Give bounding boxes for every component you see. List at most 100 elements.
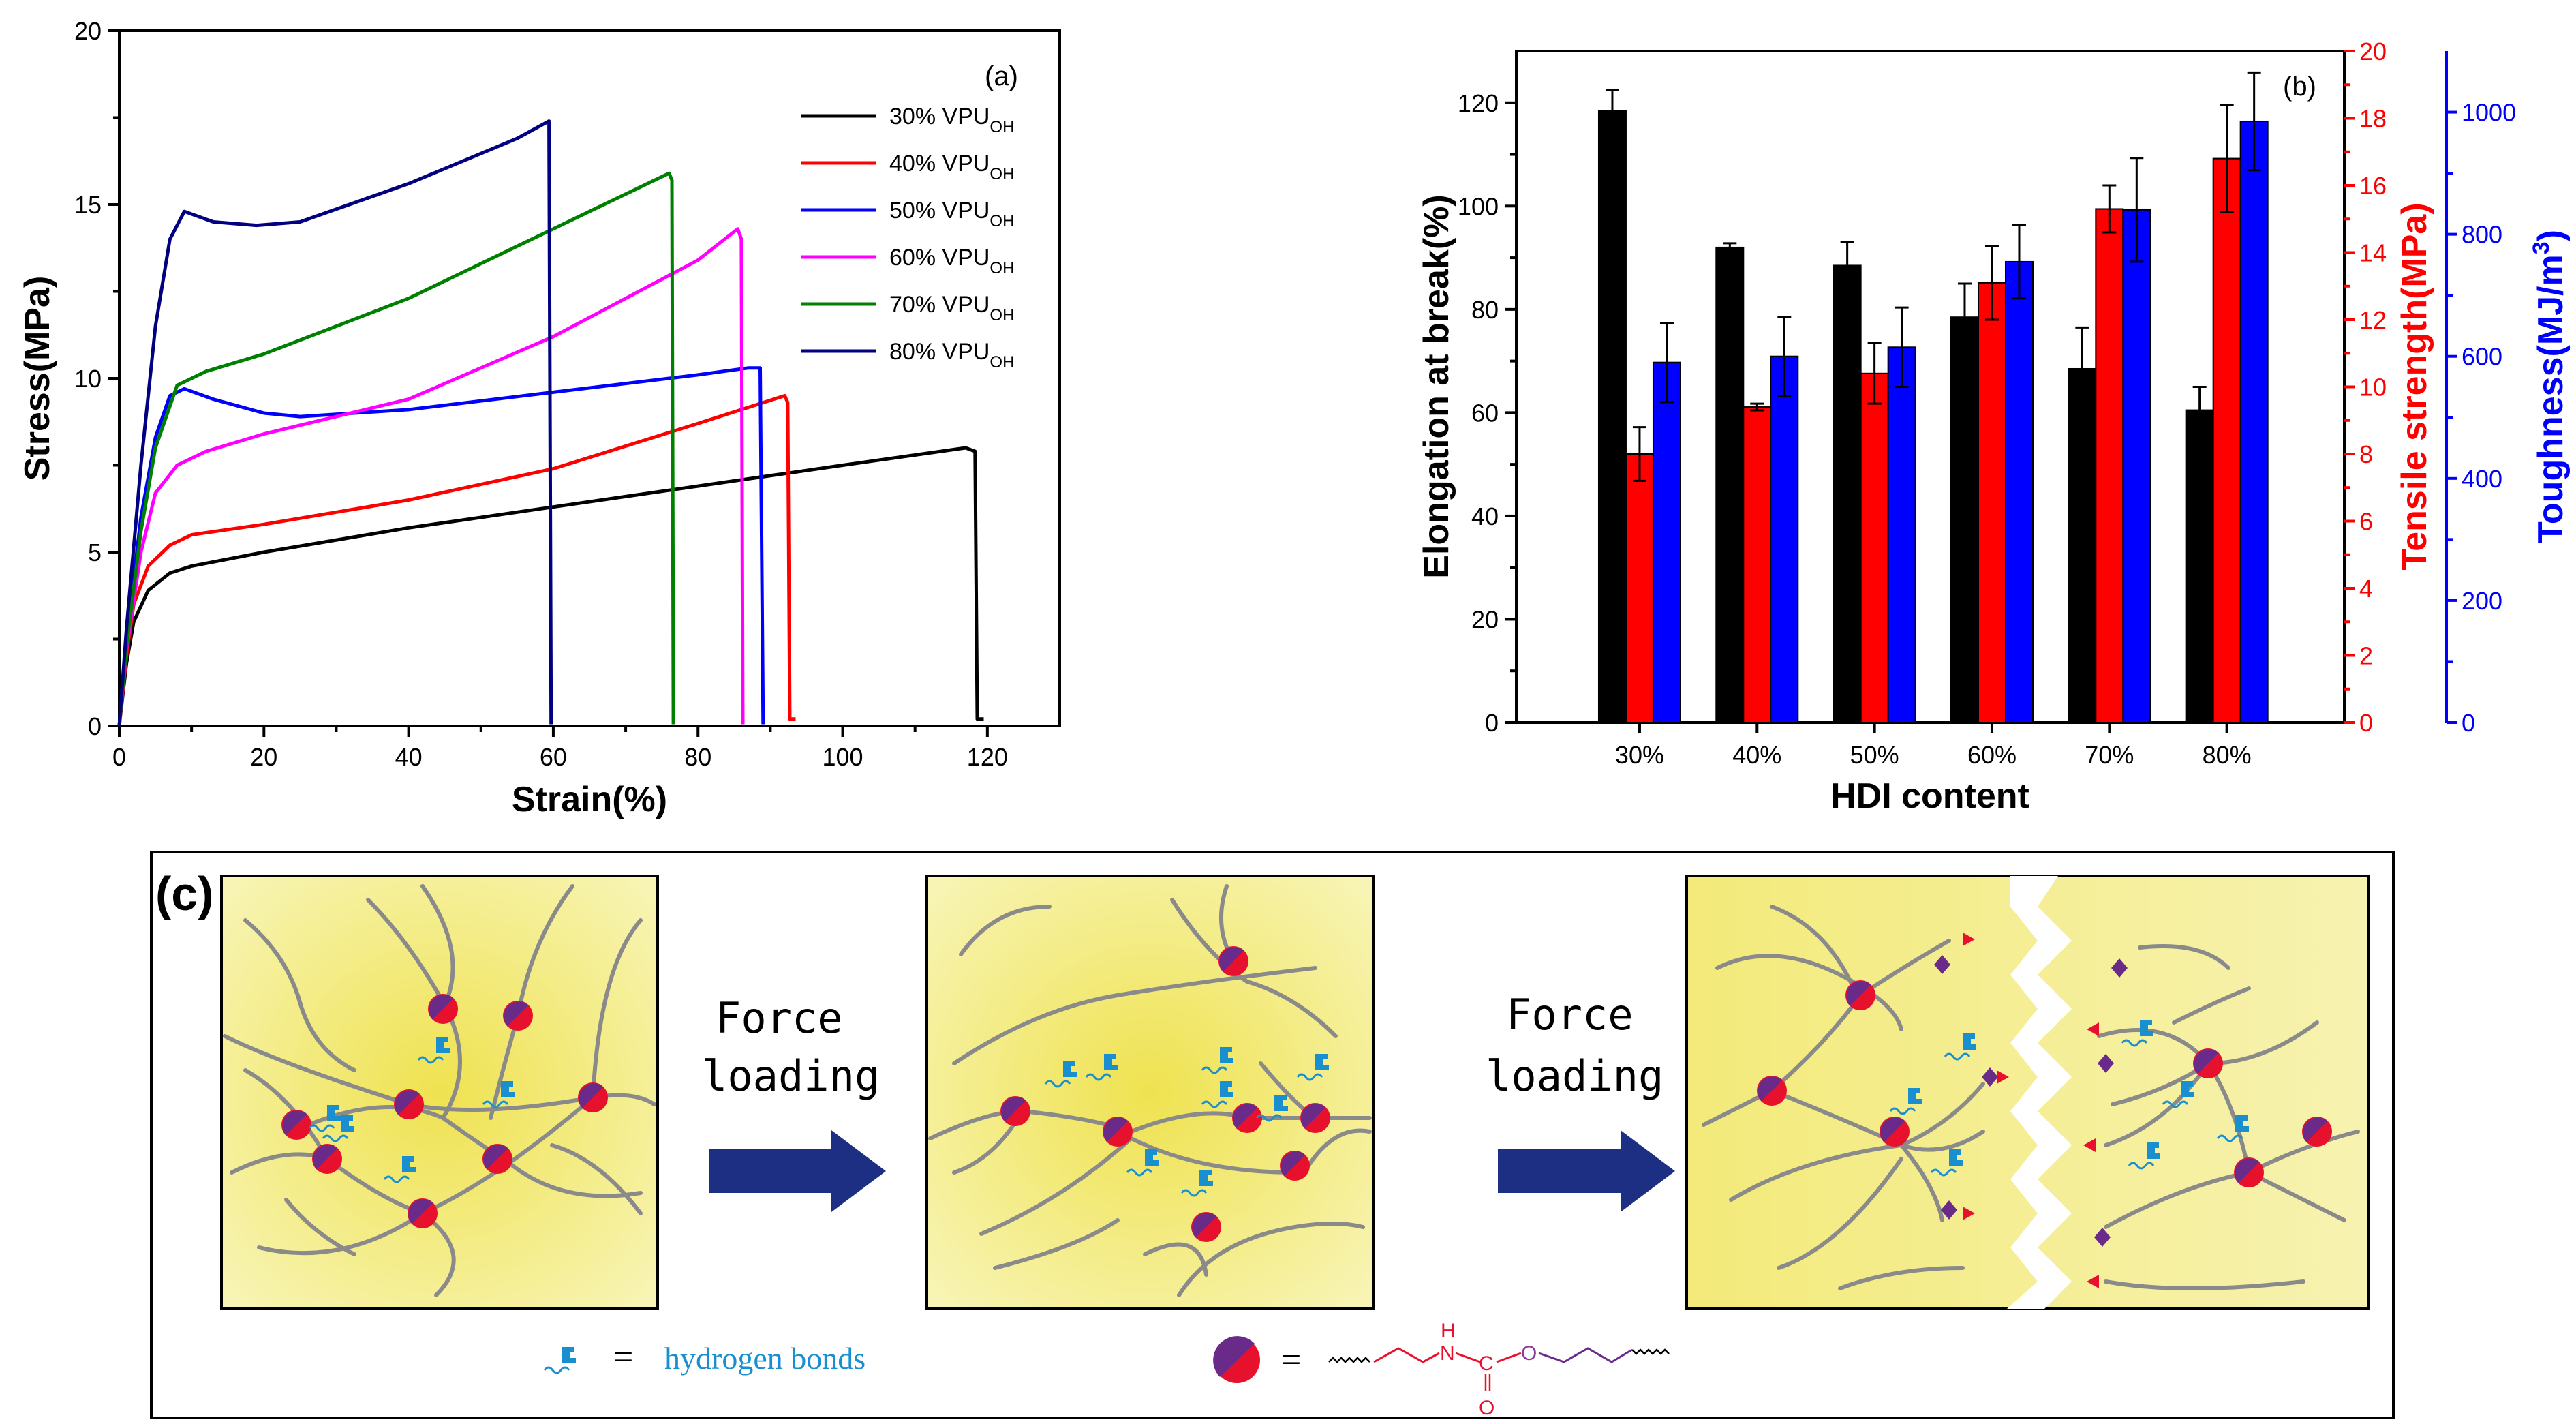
hydrogen-bond-icon <box>1063 1061 1077 1077</box>
crosslink-node-half <box>1281 1151 1306 1177</box>
panel-b-tensile-tick-label: 10 <box>2359 374 2387 402</box>
panel-b-bar-toughness <box>1887 346 1916 723</box>
panel-b-toughness-tick-label: 600 <box>2462 343 2502 371</box>
svg-text:O: O <box>1521 1342 1537 1365</box>
panel-b-category-label: 40% <box>1732 741 1781 769</box>
hydrogen-bond-icon <box>1963 1033 1976 1050</box>
panel-b-bar-toughness <box>2004 260 2034 723</box>
broken-chain-end-purple <box>2098 1054 2114 1073</box>
panel-b-tensile-tick-label: 6 <box>2359 508 2373 536</box>
panel-b-bar-elongation-at-break <box>2185 409 2214 723</box>
svg-text:C: C <box>1479 1352 1494 1375</box>
crosslink-node-half <box>504 1001 529 1027</box>
svg-text:hydrogen bonds: hydrogen bonds <box>664 1341 865 1376</box>
panel-b-tensile-tick-label: 14 <box>2359 239 2387 267</box>
hydrogen-bond-tail <box>1255 1114 1283 1122</box>
panel-b-bar-chart: 0204060801001200246810121416182002004006… <box>1417 37 2571 816</box>
panel-b-tensile-tick-label: 20 <box>2359 37 2387 65</box>
panel-b-left-tick-label: 80 <box>1471 296 1499 324</box>
panel-b-bar-elongation-at-break <box>2068 367 2097 723</box>
hydrogen-bond-tail <box>2128 1162 2155 1170</box>
network-stretched-state <box>925 875 1375 1310</box>
crosslink-node-half <box>1301 1104 1326 1129</box>
broken-chain-end-red <box>1997 1070 2009 1084</box>
crosslink-node-half <box>408 1199 433 1224</box>
panel-a-series-line-1 <box>117 446 984 727</box>
panel-a-x-tick-label: 120 <box>967 743 1008 771</box>
panel-b-left-tick-label: 0 <box>1485 709 1499 737</box>
crosslink-node-half <box>282 1110 307 1136</box>
hydrogen-bond-tail <box>383 1175 410 1183</box>
hydrogen-bond-legend: = hydrogen bonds <box>543 1338 865 1377</box>
panel-b-left-tick-label: 100 <box>1458 192 1499 220</box>
panel-a-y-tick-label: 5 <box>88 539 102 566</box>
panel-b-bar-tensile-strength <box>1625 453 1654 723</box>
panel-b-bar-elongation-at-break <box>1715 246 1745 723</box>
panel-b-tensile-axis-title: Tensile strength(MPa) <box>2395 202 2434 570</box>
broken-chain-end-red <box>2083 1138 2096 1152</box>
hydrogen-bond-icon <box>327 1105 341 1121</box>
panel-b-category-label: 70% <box>2085 741 2134 769</box>
hydrogen-bond-tail <box>417 1056 444 1064</box>
panel-b-tensile-tick-label: 18 <box>2359 105 2387 133</box>
svg-text:=: = <box>1281 1341 1301 1380</box>
svg-text:Force: Force <box>1506 990 1634 1040</box>
hydrogen-bond-tail <box>1889 1107 1916 1115</box>
panel-a-legend-entry: 50% VPUOH <box>889 198 1014 230</box>
panel-a-y-tick-label: 15 <box>74 191 102 219</box>
crosslink-node-half <box>1103 1117 1129 1142</box>
network-initial-state <box>220 875 659 1310</box>
panel-a-y-tick-label: 20 <box>74 17 102 45</box>
panel-a-legend-entry: 30% VPUOH <box>889 104 1014 136</box>
hydrogen-bond-tail <box>1126 1168 1153 1177</box>
hydrogen-bond-tail <box>1944 1052 1971 1061</box>
panel-a-legend-entry: 60% VPUOH <box>889 245 1014 277</box>
hydrogen-bond-icon <box>501 1081 515 1097</box>
panel-a-label: (a) <box>985 61 1018 91</box>
hydrogen-bond-icon <box>1220 1081 1233 1097</box>
panel-c-label: (c) <box>155 867 214 920</box>
broken-chain-end-red <box>1963 933 1975 946</box>
panel-b-toughness-axis-title: Toughness(MJ/m3) <box>2528 230 2571 543</box>
panel-a-x-tick-label: 0 <box>112 743 126 771</box>
crosslink-node-half <box>2194 1049 2219 1074</box>
panel-b-bar-elongation-at-break <box>1597 110 1627 723</box>
panel-b-bar-tensile-strength <box>2095 208 2124 724</box>
panel-b-left-tick-label: 20 <box>1471 605 1499 633</box>
hydrogen-bond-tail <box>1201 1066 1228 1074</box>
panel-b-label: (b) <box>2283 72 2316 102</box>
broken-chain-end-purple <box>2111 958 2128 978</box>
hydrogen-bond-tail <box>1044 1080 1071 1088</box>
hydrogen-bond-tail <box>2121 1039 2148 1047</box>
panel-b-category-label: 30% <box>1615 741 1664 769</box>
broken-chain-end-red <box>1963 1207 1975 1220</box>
broken-chain-end-purple <box>1982 1067 1998 1087</box>
hydrogen-bond-icon <box>1315 1054 1329 1070</box>
hydrogen-bond-tail <box>482 1100 509 1108</box>
svg-text:O: O <box>1479 1397 1494 1419</box>
panel-a-x-tick-label: 80 <box>684 743 711 771</box>
panel-b-category-label: 50% <box>1850 741 1899 769</box>
svg-text:loading: loading <box>1486 1051 1663 1101</box>
broken-chain-end-purple <box>1941 1200 1957 1220</box>
svg-text:=: = <box>613 1338 633 1377</box>
panel-a-x-tick-label: 20 <box>250 743 277 771</box>
crosslink-node-half <box>579 1083 604 1108</box>
hydrogen-bond-icon <box>2140 1020 2153 1036</box>
panel-b-bar-toughness <box>2239 120 2269 723</box>
svg-text:Force: Force <box>716 993 843 1043</box>
panel-b-bar-tensile-strength <box>2212 157 2241 724</box>
panel-a-y-tick-label: 0 <box>88 712 102 740</box>
panel-a-series-line-4 <box>117 227 745 727</box>
panel-b-bar-toughness <box>2122 209 2151 723</box>
hydrogen-bond-icon <box>1104 1054 1118 1070</box>
hydrogen-bond-icon <box>562 1347 576 1363</box>
hydrogen-bond-icon <box>2147 1142 2160 1159</box>
panel-b-bar-elongation-at-break <box>1950 316 1979 723</box>
crosslink-node-half <box>1001 1097 1026 1122</box>
panel-b-tensile-tick-label: 8 <box>2359 440 2373 468</box>
panel-a-x-axis-title: Strain(%) <box>512 780 667 819</box>
panel-a-x-tick-label: 40 <box>395 743 423 771</box>
hydrogen-bond-icon <box>436 1037 450 1053</box>
crosslink-node-half <box>313 1145 338 1170</box>
